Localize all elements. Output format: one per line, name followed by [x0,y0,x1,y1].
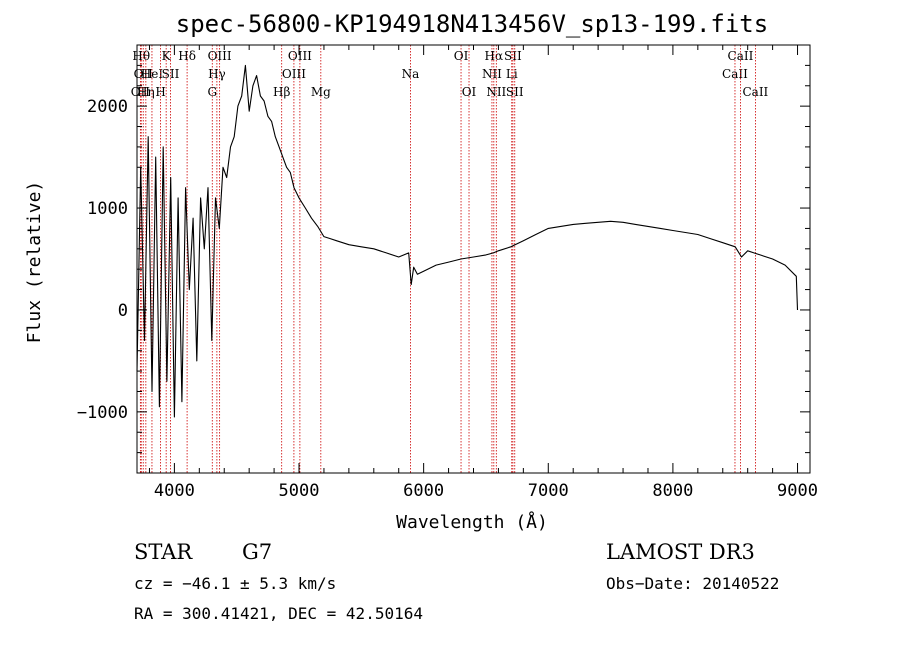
x-tick-label: 4000 [154,481,195,501]
marker-label: OIII [282,67,306,81]
axis-ticks: 4000 5000 6000 7000 8000 9000 −1000 0 1000 2000 [77,45,818,501]
marker-label: K [162,49,172,63]
marker-label: Hγ [208,67,226,81]
x-tick-label: 6000 [403,481,444,501]
marker-label: Hδ [178,49,196,63]
chart-title: spec-56800-KP194918N413456V_sp13-199.fit… [176,10,768,38]
marker-label: Hα [485,49,504,63]
marker-label: SII [162,67,180,81]
observation-date: Obs−Date: 20140522 [606,574,780,593]
marker-label: Hη [137,85,155,99]
object-subclass: G7 [242,540,273,564]
marker-label: OII [134,67,154,81]
x-tick-label: 7000 [528,481,569,501]
object-class: STAR [134,540,193,564]
y-tick-label: 0 [118,301,128,321]
marker-label: G [207,85,217,99]
marker-label: SII [504,49,522,63]
marker-label: HeI [141,67,164,81]
marker-label: NII [486,85,506,99]
marker-label: OII [131,85,151,99]
marker-label: Hθ [132,49,150,63]
marker-label: H [155,85,165,99]
y-axis-label: Flux (relative) [24,181,45,344]
marker-label: Li [506,67,518,81]
marker-label: NII [482,67,502,81]
y-tick-label: 2000 [87,97,128,117]
marker-label: OIII [208,49,232,63]
redshift-value: cz = −46.1 ± 5.3 km/s [134,574,337,593]
y-tick-label: −1000 [77,403,128,423]
series-layer [136,64,799,418]
marker-label: CaII [722,67,748,81]
marker-label: CaII [742,85,768,99]
x-tick-label: 8000 [652,481,693,501]
marker-label: CaII [728,49,754,63]
marker-label: Na [402,67,420,81]
y-tick-label: 1000 [87,199,128,219]
marker-label: OIII [288,49,312,63]
spectrum-line [136,64,799,418]
marker-label: SII [506,85,524,99]
coordinates: RA = 300.41421, DEC = 42.50164 [134,604,423,623]
marker-label: Hβ [273,85,290,99]
marker-label: OI [454,49,469,63]
line-markers: OIIHθOIIHηHeIHKSIIHδGHγOIIIHβOIIIOIIIMgN… [131,45,769,473]
marker-label: OI [462,85,477,99]
x-tick-label: 5000 [279,481,320,501]
x-axis-label: Wavelength (Å) [396,511,548,533]
survey-name: LAMOST DR3 [606,540,755,564]
x-tick-label: 9000 [777,481,818,501]
marker-label: Mg [311,85,331,99]
